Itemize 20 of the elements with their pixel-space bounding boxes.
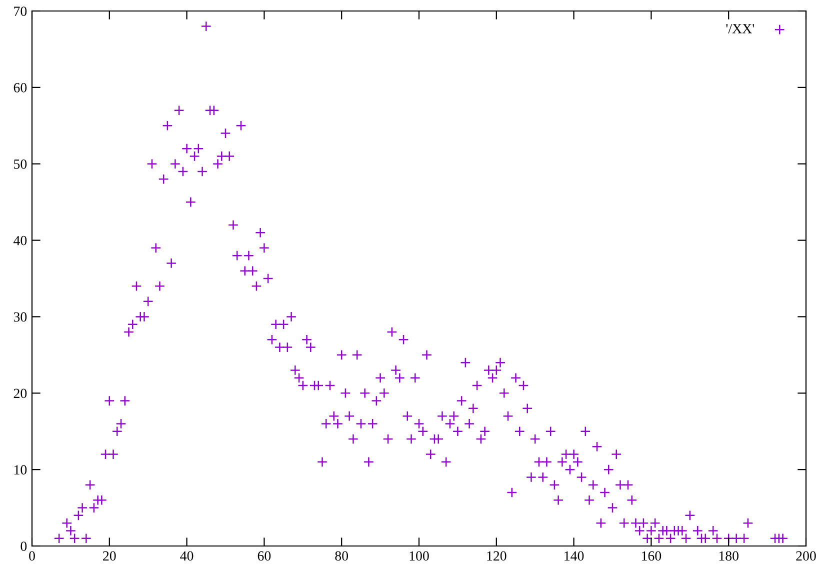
y-tick-label: 0: [20, 542, 27, 551]
x-tick-label: 100: [410, 551, 429, 561]
legend-label: '/XX': [726, 24, 754, 34]
x-tick-label: 160: [642, 551, 662, 561]
y-tick-label: 50: [14, 159, 27, 169]
y-tick-label: 70: [14, 6, 27, 16]
y-tick-label: 60: [14, 83, 27, 92]
x-tick-label: 200: [796, 551, 816, 561]
x-tick-label: 60: [258, 551, 271, 561]
x-tick-label: 20: [103, 551, 116, 561]
x-tick-label: 180: [719, 551, 738, 561]
y-tick-label: 10: [14, 465, 27, 475]
y-tick-label: 40: [14, 236, 27, 246]
y-tick-label: 30: [14, 312, 27, 322]
x-tick-label: 0: [29, 551, 35, 561]
y-tick-label: 20: [14, 388, 27, 398]
x-tick-label: 40: [180, 551, 194, 561]
x-tick-label: 120: [487, 551, 506, 561]
x-tick-label: 80: [335, 551, 348, 561]
x-tick-label: 140: [564, 551, 584, 561]
